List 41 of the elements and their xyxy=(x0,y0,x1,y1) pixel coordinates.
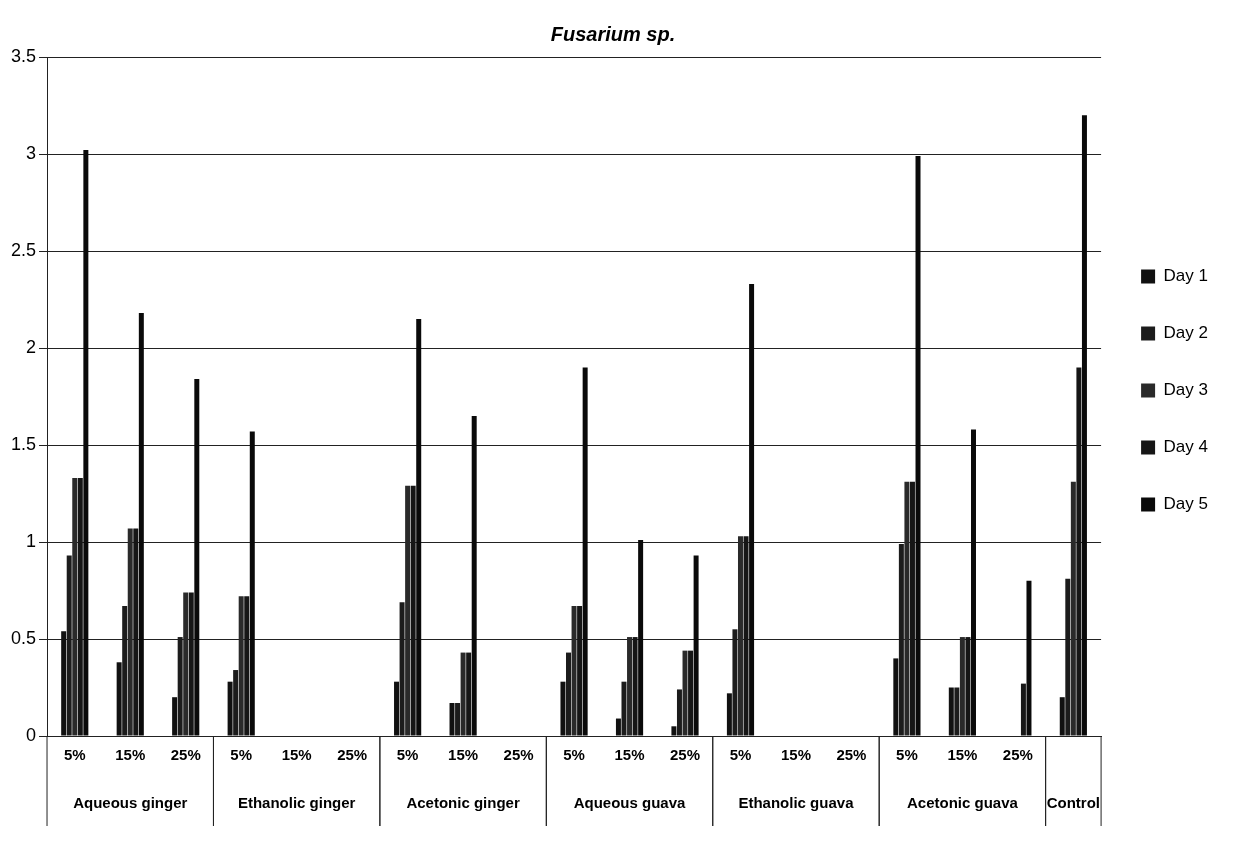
x-tick-label: 15% xyxy=(614,746,645,764)
x-tick-label: 5% xyxy=(396,746,419,764)
y-tick-label: 3 xyxy=(26,142,37,163)
legend-label: Day 1 xyxy=(1163,266,1209,286)
text: Acetonic ginger xyxy=(406,794,520,812)
text: Acetonic guava xyxy=(906,794,1019,812)
text: Control xyxy=(1046,794,1101,812)
text: Ethanolic guava xyxy=(738,794,855,812)
legend-label: Day 5 xyxy=(1163,494,1209,514)
y-tick-label: 2 xyxy=(26,336,37,357)
y-tick-label: 1 xyxy=(26,530,37,551)
x-tick-label: 5% xyxy=(896,746,918,764)
x-tick-label: 15% xyxy=(448,746,479,764)
legend-label: Day 2 xyxy=(1163,323,1209,343)
chart-title: Fusarium sp. xyxy=(550,22,676,45)
y-tick-label: 2.5 xyxy=(10,239,37,260)
x-tick-label: 15% xyxy=(281,746,312,764)
x-tick-label: 5% xyxy=(63,746,86,764)
x-tick-label: 25% xyxy=(836,746,867,764)
text: Aqueous ginger xyxy=(73,794,188,812)
x-tick-label: 25% xyxy=(1002,746,1033,764)
y-tick-label: 1.5 xyxy=(10,433,37,454)
x-tick-label: 25% xyxy=(670,746,701,764)
x-tick-label: 15% xyxy=(780,746,811,764)
x-tick-label: 25% xyxy=(503,746,534,764)
bar xyxy=(460,652,466,736)
x-tick-label: 5% xyxy=(230,746,253,764)
x-tick-label: 15% xyxy=(947,746,978,764)
y-tick-label: 3.5 xyxy=(10,45,37,66)
legend-label: Day 4 xyxy=(1163,437,1209,457)
text: Ethanolic ginger xyxy=(237,794,356,812)
x-tick-label: 5% xyxy=(563,746,585,764)
y-tick-label: 0 xyxy=(26,724,37,745)
y-tick-label: 0.5 xyxy=(10,627,37,648)
x-tick-label: 25% xyxy=(170,746,201,764)
x-tick-label: 15% xyxy=(115,746,146,764)
x-tick-label: 5% xyxy=(729,746,752,764)
bar xyxy=(682,650,688,736)
x-tick-label: 25% xyxy=(337,746,368,764)
legend-label: Day 3 xyxy=(1163,380,1209,400)
text: Aqueous guava xyxy=(573,794,687,812)
